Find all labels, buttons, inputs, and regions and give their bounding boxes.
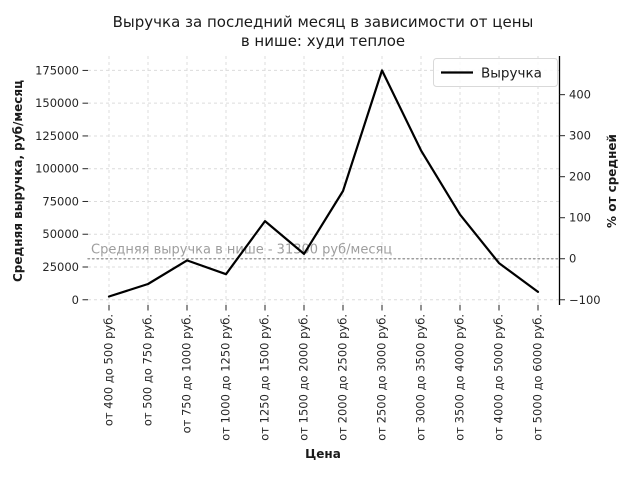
y-right-tick-label: 100 <box>569 211 591 225</box>
average-line-group: Средняя выручка в нише - 31300 руб/месяц <box>87 243 560 260</box>
x-tick-label: от 3500 до 4000 руб. <box>453 314 467 441</box>
y-right-tick-label: −100 <box>569 293 601 307</box>
legend-label: Выручка <box>481 66 542 82</box>
x-tick-label: от 1000 до 1250 руб. <box>219 314 233 441</box>
axes: от 400 до 500 руб. от 500 до 750 руб. от 7… <box>35 56 601 441</box>
x-tick-label: от 2500 до 3000 руб. <box>375 314 389 441</box>
y-right-tick-label: 200 <box>569 170 591 184</box>
y-left-tick-label: 50000 <box>42 227 79 241</box>
x-axis-label: Цена <box>305 447 341 461</box>
chart-title-line2: в нише: худи теплое <box>241 32 405 50</box>
legend-frame <box>433 58 558 87</box>
y-right-tick-label: 400 <box>569 88 591 102</box>
data-series <box>107 69 540 298</box>
y-left-tick-label: 100000 <box>35 162 79 176</box>
y-left-tick-label: 75000 <box>42 194 79 208</box>
x-tick-label: от 1250 до 1500 руб. <box>258 314 272 441</box>
y-left-tick-label: 125000 <box>35 129 79 143</box>
x-tick-label: от 3000 до 3500 руб. <box>414 314 428 441</box>
y-left-tick-label: 175000 <box>35 63 79 77</box>
y-left-tick-label: 25000 <box>42 260 79 274</box>
y-left-tick-label: 150000 <box>35 96 79 110</box>
x-tick-label: от 4000 до 5000 руб. <box>492 314 506 441</box>
y-right-tick-label: 300 <box>569 129 591 143</box>
left-y-axis-label: Средняя выручка, руб/месяц <box>11 80 25 282</box>
legend: Выручка <box>433 58 558 87</box>
x-tick-label: от 1500 до 2000 руб. <box>297 314 311 441</box>
x-tick-label: от 500 до 750 руб. <box>141 314 155 426</box>
gridlines <box>88 56 559 305</box>
chart-title-line1: Выручка за последний месяц в зависимости… <box>113 13 534 31</box>
x-tick-label: от 2000 до 2500 руб. <box>336 314 350 441</box>
revenue-line <box>107 69 540 298</box>
right-y-axis-label: % от средней <box>605 134 619 228</box>
average-annotation: Средняя выручка в нише - 31300 руб/месяц <box>91 243 392 258</box>
x-tick-label: от 750 до 1000 руб. <box>180 314 194 433</box>
x-tick-label: от 400 до 500 руб. <box>102 314 116 426</box>
y-right-tick-label: 0 <box>569 252 576 266</box>
y-left-tick-label: 0 <box>72 293 79 307</box>
x-tick-label: от 5000 до 6000 руб. <box>531 314 545 441</box>
